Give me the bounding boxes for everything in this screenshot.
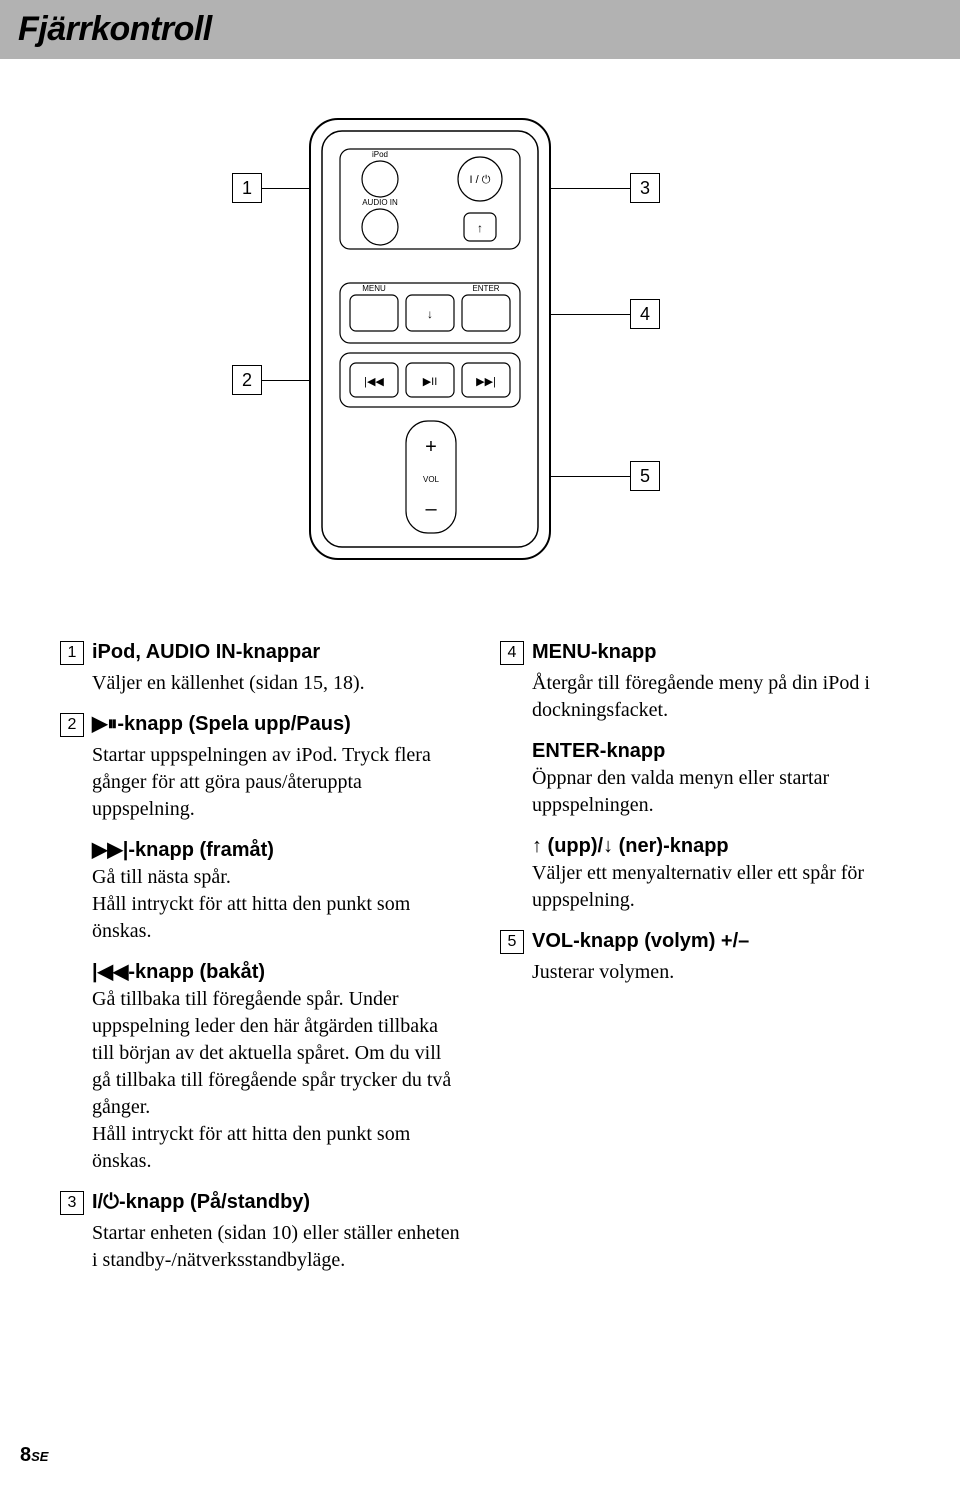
power-icon: I/⏻ xyxy=(92,1191,119,1213)
fwd-icon: ▶▶| xyxy=(92,839,128,861)
callout-2: 2 xyxy=(232,365,262,395)
callout-5: 5 xyxy=(630,461,660,491)
right-column: 4 MENU-knapp Återgår till föregående men… xyxy=(500,639,900,1288)
remote-diagram-area: 1 2 3 4 5 iPod AUDIO IN I / ⏻ ↑ MENU ↓ xyxy=(0,109,960,609)
body-2: Startar uppspelningen av iPod. Tryck fle… xyxy=(60,742,460,823)
body-5: Justerar volymen. xyxy=(500,959,900,986)
page-title-bar: Fjärrkontroll xyxy=(0,0,960,59)
item-5: 5 VOL-knapp (volym) +/– xyxy=(500,928,900,955)
label-1: iPod, AUDIO IN-knappar xyxy=(92,639,320,666)
svg-text:|◀◀: |◀◀ xyxy=(364,376,384,388)
item-2: 2 ▶⏸-knapp (Spela upp/Paus) xyxy=(60,711,460,738)
back-icon: |◀◀ xyxy=(92,961,128,983)
page-title: Fjärrkontroll xyxy=(18,10,212,48)
svg-text:▶▶|: ▶▶| xyxy=(476,376,496,388)
label-3: I/⏻-knapp (På/standby) xyxy=(92,1189,310,1216)
body-1: Väljer en källenhet (sidan 15, 18). xyxy=(60,670,460,697)
num-box-2: 2 xyxy=(60,713,84,737)
svg-text:↑: ↑ xyxy=(477,221,483,235)
remote-illustration: iPod AUDIO IN I / ⏻ ↑ MENU ↓ ENTER |◀◀ ▶… xyxy=(300,109,560,569)
up-down-icon: ↑ (upp)/↓ (ner) xyxy=(532,835,663,857)
svg-text:VOL: VOL xyxy=(423,475,440,484)
callout-4: 4 xyxy=(630,299,660,329)
svg-text:▶II: ▶II xyxy=(423,376,438,388)
num-box-4: 4 xyxy=(500,641,524,665)
label-2: ▶⏸-knapp (Spela upp/Paus) xyxy=(92,711,351,738)
item-2b-label: ▶▶|-knapp (framåt) xyxy=(60,837,460,864)
callout-3: 3 xyxy=(630,173,660,203)
item-4c-label: ↑ (upp)/↓ (ner)-knapp xyxy=(500,833,900,860)
svg-text:ENTER: ENTER xyxy=(472,284,499,293)
svg-text:+: + xyxy=(425,436,437,458)
label-5: VOL-knapp (volym) +/– xyxy=(532,928,749,955)
num-box-3: 3 xyxy=(60,1191,84,1215)
description-columns: 1 iPod, AUDIO IN-knappar Väljer en källe… xyxy=(0,609,960,1288)
body-4c: Väljer ett menyalternativ eller ett spår… xyxy=(500,860,900,914)
svg-text:↓: ↓ xyxy=(427,307,433,321)
svg-text:AUDIO IN: AUDIO IN xyxy=(362,198,398,207)
svg-text:iPod: iPod xyxy=(372,150,388,159)
num-box-1: 1 xyxy=(60,641,84,665)
page-number: 8SE xyxy=(20,1444,48,1467)
svg-text:–: – xyxy=(425,498,437,520)
body-4: Återgår till föregående meny på din iPod… xyxy=(500,670,900,724)
body-4b: Öppnar den valda menyn eller startar upp… xyxy=(500,765,900,819)
item-3: 3 I/⏻-knapp (På/standby) xyxy=(60,1189,460,1216)
svg-text:MENU: MENU xyxy=(362,284,386,293)
item-4b-label: ENTER-knapp xyxy=(500,738,900,765)
callout-1: 1 xyxy=(232,173,262,203)
body-2c: Gå tillbaka till föregående spår. Under … xyxy=(60,986,460,1175)
item-4: 4 MENU-knapp xyxy=(500,639,900,666)
body-3: Startar enheten (sidan 10) eller ställer… xyxy=(60,1220,460,1274)
left-column: 1 iPod, AUDIO IN-knappar Väljer en källe… xyxy=(60,639,460,1288)
item-2c-label: |◀◀-knapp (bakåt) xyxy=(60,959,460,986)
num-box-5: 5 xyxy=(500,930,524,954)
label-4: MENU-knapp xyxy=(532,639,656,666)
item-1: 1 iPod, AUDIO IN-knappar xyxy=(60,639,460,666)
play-pause-icon: ▶⏸ xyxy=(92,713,117,735)
body-2b: Gå till nästa spår. Håll intryckt för at… xyxy=(60,864,460,945)
svg-text:I / ⏻: I / ⏻ xyxy=(470,174,491,186)
